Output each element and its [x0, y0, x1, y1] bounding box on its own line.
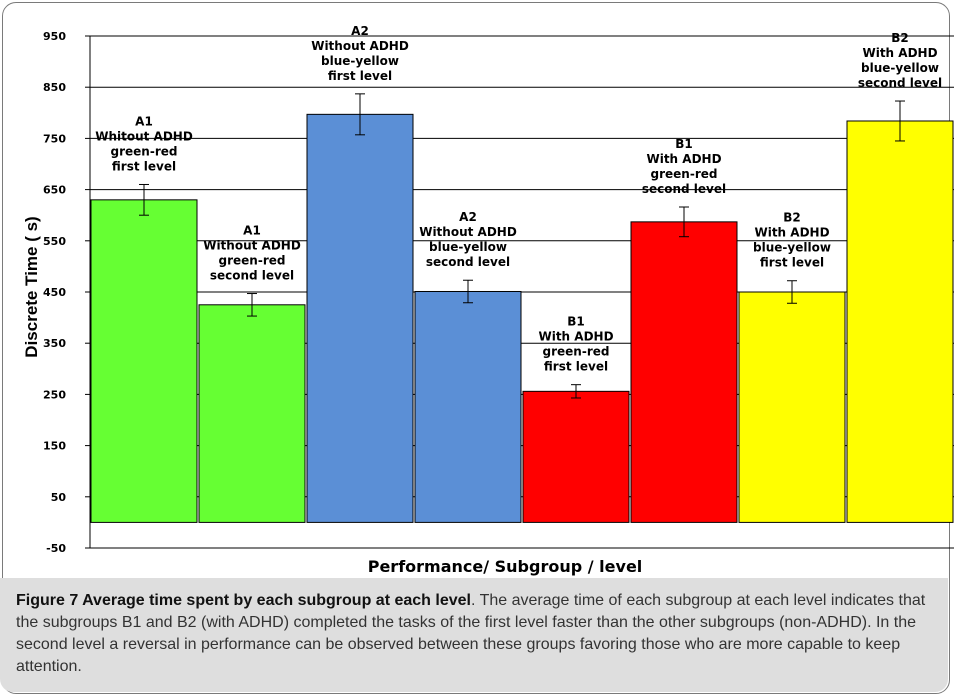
figure-caption: Figure 7 Average time spent by each subg…: [16, 590, 938, 678]
bar-label: second level: [642, 182, 726, 196]
y-axis-title: Discrete Time ( s): [22, 216, 41, 357]
bar: [846, 120, 954, 523]
bar-label: A2: [459, 210, 477, 224]
y-tick-label: 850: [43, 81, 66, 94]
bar-label: With ADHD: [538, 330, 613, 344]
bar-label: Whitout ADHD: [95, 129, 193, 143]
y-tick-labels: 950 850 750 650 550 450 350 250 150 50 -50: [43, 30, 90, 555]
y-tick-label: 350: [43, 337, 66, 350]
bar-label: Without ADHD: [203, 239, 301, 253]
bar-label: A1: [135, 114, 153, 128]
bar-label: blue-yellow: [321, 54, 399, 68]
bar: [306, 113, 414, 523]
caption-text: . The average time of each subgroup at e…: [16, 592, 926, 675]
caption-background: [0, 578, 948, 692]
caption-title: Figure 7 Average time spent by each subg…: [16, 592, 471, 609]
bar-label: green-red: [219, 254, 286, 268]
x-axis-title: Performance/ Subgroup / level: [368, 557, 643, 576]
bar-label: second level: [858, 76, 942, 90]
bar-label: first level: [328, 69, 392, 83]
bar-label: green-red: [543, 345, 610, 359]
bar: [90, 199, 198, 523]
bar: [630, 221, 738, 523]
bar-label: second level: [210, 269, 294, 283]
bar-label: first level: [760, 256, 824, 270]
bar-label: blue-yellow: [861, 61, 939, 75]
bar-label: A1: [243, 224, 261, 238]
bar-label: B2: [783, 211, 801, 225]
y-tick-label: 450: [43, 286, 66, 299]
bar-label: blue-yellow: [429, 240, 507, 254]
y-tick-label: -50: [46, 542, 66, 555]
bar-label: green-red: [651, 167, 718, 181]
y-tick-label: 950: [43, 30, 66, 43]
bar: [414, 290, 522, 523]
bar-label: With ADHD: [754, 226, 829, 240]
bar-label: green-red: [111, 144, 178, 158]
bar-label: B1: [567, 315, 585, 329]
error-bars: [139, 93, 905, 399]
bar: [198, 304, 306, 523]
y-tick-label: 750: [43, 132, 66, 145]
y-tick-label: 550: [43, 235, 66, 248]
bar-label: first level: [544, 360, 608, 374]
bar-label: second level: [426, 255, 510, 269]
bar-label: B2: [891, 31, 909, 45]
bar-label: A2: [351, 24, 369, 38]
y-tick-label: 50: [51, 491, 67, 504]
bar-label: first level: [112, 159, 176, 173]
y-tick-label: 650: [43, 184, 66, 197]
y-tick-label: 150: [43, 440, 66, 453]
y-tick-label: 250: [43, 388, 66, 401]
bar-label: B1: [675, 137, 693, 151]
bar: [738, 291, 846, 523]
bar-label: With ADHD: [646, 152, 721, 166]
bar: [522, 390, 630, 523]
bar-label: Without ADHD: [419, 225, 517, 239]
bar-label: blue-yellow: [753, 241, 831, 255]
bar-label: Without ADHD: [311, 39, 409, 53]
bar-label: With ADHD: [862, 46, 937, 60]
bars: [90, 113, 954, 523]
